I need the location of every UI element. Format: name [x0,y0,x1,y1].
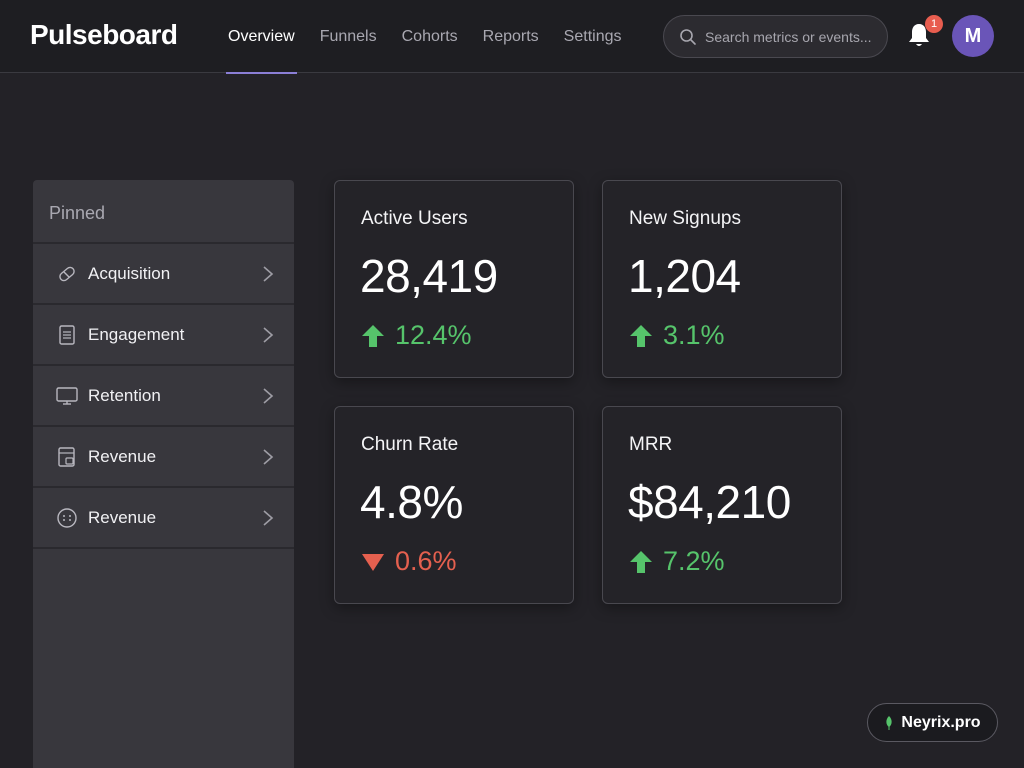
chevron-right-icon [263,388,274,404]
metric-card-mrr[interactable]: MRR $84,210 7.2% [602,406,842,604]
leaf-icon [886,715,893,730]
notification-badge: 1 [925,15,943,33]
metric-title: Churn Rate [361,434,459,455]
metric-value: 28,419 [360,250,498,302]
top-bar: Pulseboard Overview Funnels Cohorts Repo… [0,0,1024,74]
sidebar-item-revenue[interactable]: Revenue [33,427,294,488]
monitor-icon [56,386,78,405]
nav-overview[interactable]: Overview [226,0,297,74]
search-input[interactable] [705,28,885,45]
document-icon [59,324,75,345]
sidebar-item-acquisition[interactable]: Acquisition [33,244,294,305]
metric-delta: 0.6% [361,546,457,577]
sidebar-item-retention[interactable]: Retention [33,366,294,427]
watermark-badge: Neyrix.pro [867,703,998,742]
chevron-right-icon [263,449,274,465]
sidebar-item-revenue-2[interactable]: Revenue [33,488,294,549]
sidebar-title: Pinned [33,180,294,244]
watermark-text: Neyrix.pro [901,713,981,731]
search-box[interactable] [663,15,888,58]
metric-value: 1,204 [628,250,741,302]
metric-delta: 7.2% [629,546,725,577]
calendar-icon [58,446,75,467]
metric-card-active-users[interactable]: Active Users 28,419 12.4% [334,180,574,378]
tag-icon [59,266,75,281]
metric-card-new-signups[interactable]: New Signups 1,204 3.1% [602,180,842,378]
metric-delta-value: 3.1% [663,320,725,350]
sidebar-item-engagement[interactable]: Engagement [33,305,294,366]
metric-value: $84,210 [628,476,791,528]
brand-logo[interactable]: Pulseboard [30,19,178,50]
chevron-right-icon [263,327,274,343]
metric-title: Active Users [361,208,468,229]
sidebar-item-label: Retention [88,385,161,405]
arrow-up-icon [630,550,652,573]
arrow-up-icon [630,324,652,347]
pinned-sidebar: Pinned Acquisition Engagement Retention [33,180,294,768]
circle-dots-icon [57,507,77,528]
nav-cohorts[interactable]: Cohorts [401,28,458,45]
sidebar-item-label: Engagement [88,324,185,344]
metric-card-churn-rate[interactable]: Churn Rate 4.8% 0.6% [334,406,574,604]
nav-settings[interactable]: Settings [563,28,622,45]
avatar[interactable]: M [952,15,994,57]
metric-delta: 3.1% [629,320,725,351]
sidebar-item-label: Revenue [88,446,157,466]
metric-value: 4.8% [360,476,463,528]
metric-delta-value: 0.6% [395,546,457,576]
search-icon [680,28,696,45]
nav-funnels[interactable]: Funnels [319,28,377,45]
arrow-up-icon [362,324,384,347]
metric-title: New Signups [629,208,741,229]
sidebar-item-label: Acquisition [88,263,171,283]
chevron-right-icon [263,266,274,282]
bell-icon[interactable] [904,20,934,50]
main-nav: Overview Funnels Cohorts Reports Setting… [226,0,646,74]
chevron-right-icon [263,510,274,526]
metric-delta-value: 7.2% [663,546,725,576]
metric-delta-value: 12.4% [395,320,472,350]
arrow-down-icon [362,553,384,571]
metric-delta: 12.4% [361,320,472,351]
nav-reports[interactable]: Reports [482,28,539,45]
metric-title: MRR [629,434,673,455]
sidebar-item-label: Revenue [88,507,157,527]
